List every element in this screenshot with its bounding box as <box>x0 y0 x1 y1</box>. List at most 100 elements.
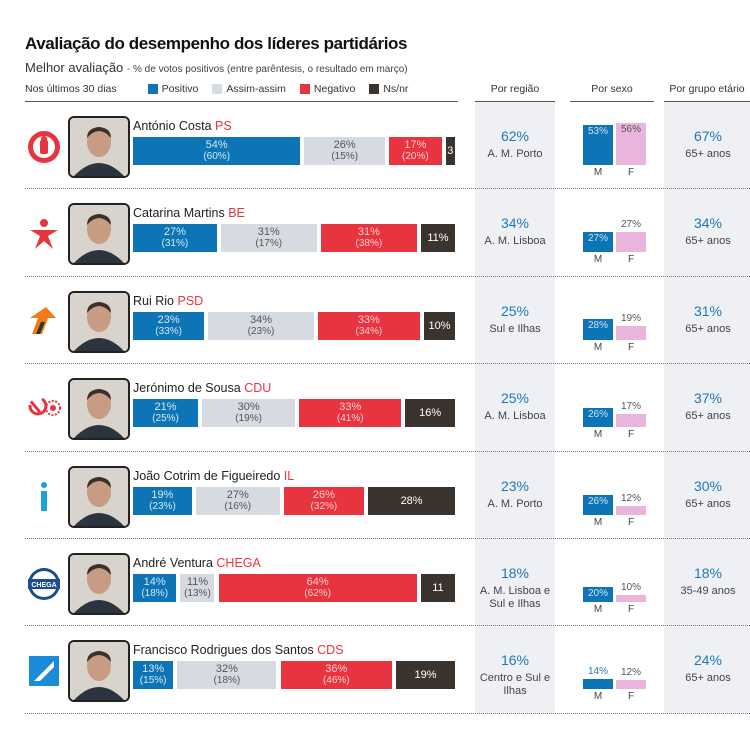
region-label: Centro e Sul e Ilhas <box>479 672 551 698</box>
sex-bar-m <box>583 678 613 690</box>
sex-label-m: M <box>593 604 603 615</box>
bar-segment-positivo: 19% (23%) <box>133 486 192 515</box>
region-cell: 18% A. M. Lisboa e Sul e Ilhas <box>475 565 555 611</box>
leader-name: Jerónimo de Sousa CDU <box>133 381 272 396</box>
bar-value-label: 26% <box>312 488 335 501</box>
bar-value-label: 17% <box>404 139 427 151</box>
age-label: 65+ anos <box>685 148 731 160</box>
leader-name: João Cotrim de Figueiredo IL <box>133 468 295 483</box>
bar-value-label: 10% <box>428 319 451 332</box>
row-separator <box>25 450 750 452</box>
leader-photo <box>68 378 130 441</box>
leader-row: Catarina Martins BE 27% (31%) 31% (17%) 31% (3… <box>0 189 750 276</box>
bar-value-label: 32% <box>215 663 238 676</box>
age-cell: 34% 65+ anos <box>668 215 748 247</box>
cdu-hammer-sickle-icon <box>26 391 62 427</box>
age-label: 65+ anos <box>685 672 731 685</box>
region-label: A. M. Porto <box>487 497 543 510</box>
subtitle-main: Melhor avaliação <box>25 60 124 75</box>
age-pct: 67% <box>693 128 723 144</box>
sex-value-m: 28% <box>587 319 608 331</box>
party-label: PS <box>215 119 232 133</box>
region-cell: 25% Sul e Ilhas <box>475 303 555 336</box>
bar-segment-assim-assim: 27% (16%) <box>195 486 280 515</box>
sex-value-f: 12% <box>620 667 641 679</box>
age-pct: 31% <box>693 302 723 319</box>
party-label: IL <box>283 468 295 483</box>
bar-march-label: (25%) <box>152 413 179 425</box>
bar-value-label: 3 <box>447 145 454 157</box>
bar-march-label: (17%) <box>255 238 283 250</box>
stacked-bar: 13% (15%) 32% (18%) 36% (46%) 19% <box>133 661 455 690</box>
sex-value-f: 12% <box>620 492 641 504</box>
bar-march-label: (13%) <box>184 588 211 599</box>
sex-label-m: M <box>593 167 603 178</box>
bar-segment-ns-nr: 28% <box>368 486 455 515</box>
region-pct: 23% <box>500 477 530 494</box>
leader-row: Rui Rio PSD 23% (33%) 34% (23%) 33% (34%) 10% 25… <box>0 277 750 364</box>
age-pct: 30% <box>693 477 723 494</box>
sex-bar-f <box>616 680 646 690</box>
sex-value-f: 10% <box>620 581 641 593</box>
sex-bar-f <box>616 232 646 253</box>
sex-value-m: 26% <box>587 496 608 508</box>
sex-bar-f <box>616 505 646 515</box>
bar-segment-positivo: 21% (25%) <box>133 399 199 428</box>
sex-label-f: F <box>627 429 635 441</box>
stacked-bar: 54% (60%) 26% (15%) 17% (20%) 3 <box>133 137 455 165</box>
region-cell: 23% A. M. Porto <box>475 478 555 511</box>
bar-value-label: 27% <box>163 226 186 239</box>
column-header-sex: Por sexo <box>591 83 633 95</box>
age-pct: 37% <box>693 390 723 407</box>
il-i-icon <box>26 479 62 515</box>
age-pct: 24% <box>693 652 723 669</box>
sex-label-f: F <box>627 604 635 615</box>
bar-value-label: 30% <box>237 401 260 414</box>
leader-row: Francisco Rodrigues dos Santos CDS 13% (15… <box>0 626 750 713</box>
age-pct: 18% <box>693 565 723 581</box>
bar-march-label: (38%) <box>355 238 383 250</box>
bar-segment-negativo: 17% (20%) <box>389 137 442 165</box>
sex-label-m: M <box>593 341 603 353</box>
bar-segment-ns-nr: 11 <box>420 574 455 602</box>
age-pct: 34% <box>693 215 723 232</box>
subtitle-note: - % de votos positivos (entre parêntesis… <box>126 64 408 75</box>
age-cell: 31% 65+ anos <box>668 303 748 335</box>
sex-value-f: 19% <box>620 312 641 324</box>
legend-positivo: Positivo <box>147 83 198 95</box>
bar-segment-assim-assim: 31% (17%) <box>220 224 317 253</box>
bar-march-label: (33%) <box>155 325 182 337</box>
sex-label-f: F <box>627 691 635 703</box>
sex-bar-m <box>583 125 613 165</box>
age-cell: 30% 65+ anos <box>668 478 748 510</box>
region-pct: 25% <box>500 302 530 319</box>
bar-segment-ns-nr: 16% <box>405 399 455 428</box>
bar-value-label: 26% <box>333 139 356 151</box>
bar-march-label: (62%) <box>304 588 332 599</box>
party-label: BE <box>228 206 245 221</box>
bar-value-label: 16% <box>419 407 442 420</box>
row-separator <box>25 712 750 714</box>
age-label: 65+ anos <box>685 410 731 423</box>
legend-period: Nos últimos 30 dias <box>25 83 117 95</box>
region-pct: 34% <box>500 215 530 232</box>
cds-square-icon <box>26 653 62 689</box>
bar-value-label: 11% <box>186 576 209 588</box>
bar-value-label: 54% <box>205 139 228 151</box>
region-label: Sul e Ilhas <box>489 322 541 335</box>
sex-bar-f <box>616 414 646 428</box>
leader-photo <box>68 290 130 353</box>
bar-march-label: (18%) <box>213 675 241 687</box>
bar-value-label: 31% <box>257 226 280 239</box>
leader-name: Rui Rio PSD <box>133 293 204 308</box>
leader-row: CHEGA André Ventura CHEGA 14% (18%) 11% (13%)… <box>0 539 750 626</box>
age-cell: 18% 35-49 anos <box>668 565 748 597</box>
leader-photo <box>68 116 130 178</box>
sex-value-f: 17% <box>620 401 641 413</box>
leader-row: Jerónimo de Sousa CDU 21% (25%) 30% (19%) 33%… <box>0 364 750 451</box>
bar-value-label: 19% <box>414 669 437 682</box>
bar-march-label: (20%) <box>402 151 429 162</box>
leader-photo <box>68 203 130 266</box>
leader-row: António Costa PS 54% (60%) 26% (15%) 17% (20%)… <box>0 102 750 189</box>
party-label: CDU <box>244 381 272 396</box>
